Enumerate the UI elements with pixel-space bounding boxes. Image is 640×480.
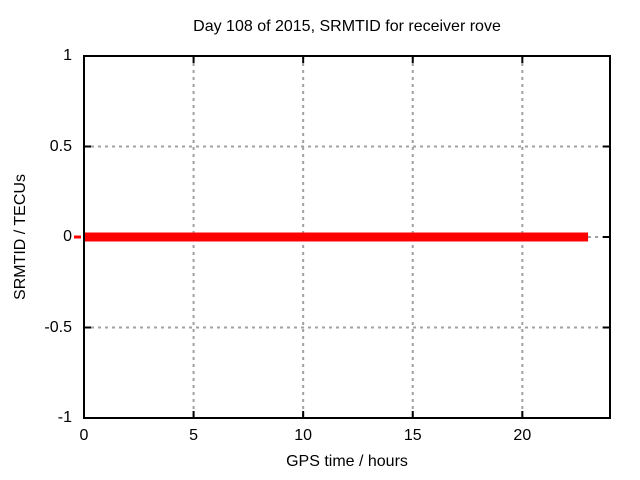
x-axis-title: GPS time / hours bbox=[286, 453, 408, 470]
y-tick-label: 0 bbox=[63, 228, 72, 245]
x-tick-label: 15 bbox=[403, 427, 422, 444]
x-tick-label: 10 bbox=[294, 427, 313, 444]
y-tick-label: -1 bbox=[57, 409, 72, 426]
chart-title: Day 108 of 2015, SRMTID for receiver rov… bbox=[193, 18, 501, 35]
y-tick-label: -0.5 bbox=[44, 318, 72, 336]
x-tick-label: 0 bbox=[79, 427, 89, 444]
plot-border bbox=[83, 55, 611, 419]
y-tick-label: 0.5 bbox=[49, 137, 72, 155]
x-tick-label: 20 bbox=[513, 427, 532, 444]
x-tick-label: 5 bbox=[189, 427, 199, 444]
y-tick-label: 1 bbox=[63, 47, 72, 64]
